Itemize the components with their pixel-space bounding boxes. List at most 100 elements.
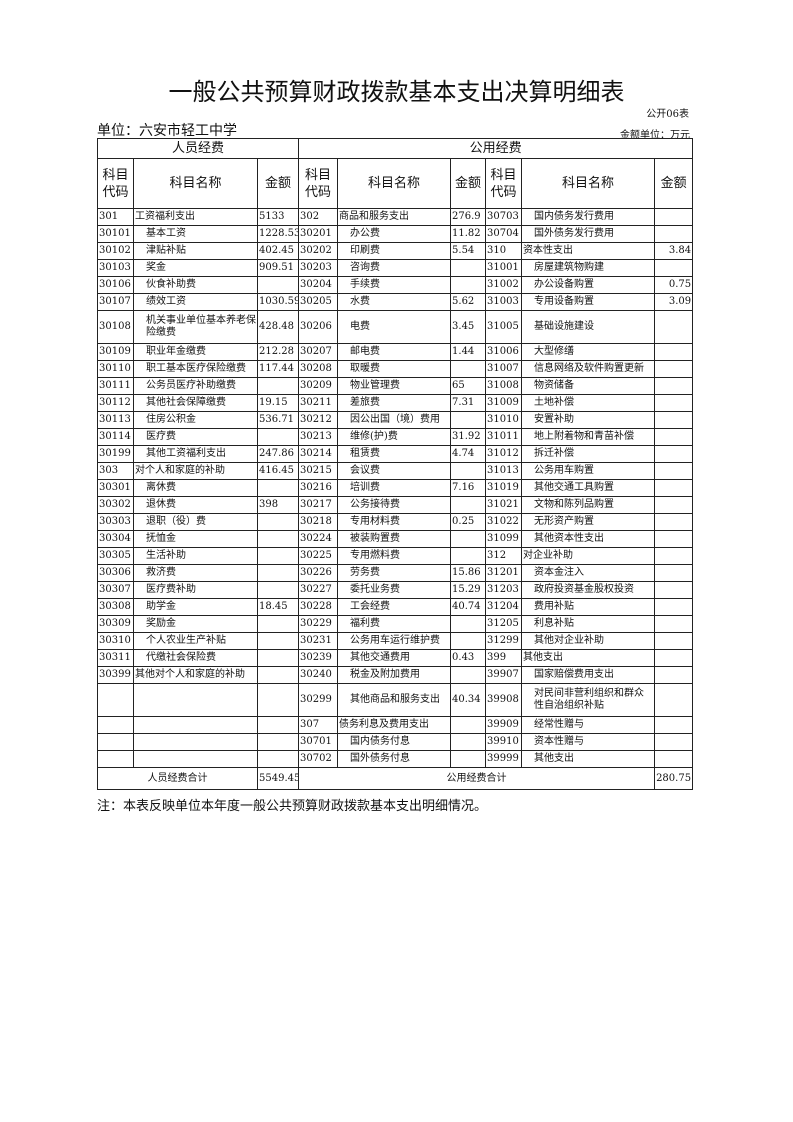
table-row: 30301 离休费 30216 培训费 7.16 31019 其他交通工具购置 bbox=[97, 479, 694, 497]
amount-cell: 3.45 bbox=[450, 310, 487, 344]
code-cell: 31006 bbox=[485, 343, 523, 361]
page-title: 一般公共预算财政拨款基本支出决算明细表 bbox=[168, 78, 625, 106]
name-cell: 对个人和家庭的补助 bbox=[133, 462, 258, 480]
code-cell: 30299 bbox=[298, 683, 339, 717]
amount-cell bbox=[450, 259, 487, 277]
code-cell: 30215 bbox=[298, 462, 339, 480]
name-cell: 救济费 bbox=[133, 564, 258, 582]
name-cell: 费用补贴 bbox=[521, 598, 656, 616]
name-cell: 文物和陈列品购置 bbox=[521, 496, 656, 514]
amount-cell bbox=[654, 259, 694, 277]
code-cell: 30202 bbox=[298, 242, 339, 260]
amount-cell bbox=[256, 733, 300, 751]
table-row: 30113 住房公积金 536.71 30212 因公出国（境）费用 31010 安置补助 bbox=[97, 411, 694, 429]
code-cell: 30703 bbox=[485, 208, 523, 226]
code-cell: 303 bbox=[97, 462, 134, 480]
amount-cell bbox=[256, 750, 300, 768]
table-row: 30307 医疗费补助 30227 委托业务费 15.29 31203 政府投资基金股权投资 bbox=[97, 581, 694, 599]
name-cell: 资本金注入 bbox=[521, 564, 656, 582]
code-cell: 30214 bbox=[298, 445, 339, 463]
name-cell: 其他交通费用 bbox=[337, 649, 452, 667]
name-cell: 被装购置费 bbox=[337, 530, 452, 548]
amount-cell bbox=[256, 530, 300, 548]
code-cell: 30106 bbox=[97, 276, 134, 294]
name-cell: 房屋建筑物购建 bbox=[521, 259, 656, 277]
amount-cell bbox=[256, 547, 300, 565]
code-cell: 30702 bbox=[298, 750, 339, 768]
amount-cell: 15.29 bbox=[450, 581, 487, 599]
amount-cell: 65 bbox=[450, 377, 487, 395]
code-cell: 30217 bbox=[298, 496, 339, 514]
code-cell: 30701 bbox=[298, 733, 339, 751]
amount-cell bbox=[256, 632, 300, 650]
code-cell: 30308 bbox=[97, 598, 134, 616]
code-cell: 30227 bbox=[298, 581, 339, 599]
name-cell: 医疗费补助 bbox=[133, 581, 258, 599]
amount-cell: 276.9 bbox=[450, 208, 487, 226]
table-row: 30299 其他商品和服务支出 40.34 39908 对民间非营利组织和群众性自治组织… bbox=[97, 683, 694, 717]
code-cell: 30208 bbox=[298, 360, 339, 378]
amount-cell: 40.74 bbox=[450, 598, 487, 616]
name-cell: 差旅费 bbox=[337, 394, 452, 412]
name-cell: 津贴补贴 bbox=[133, 242, 258, 260]
code-cell: 31005 bbox=[485, 310, 523, 344]
code-header: 科目代码 bbox=[97, 158, 134, 209]
amount-cell: 1228.53 bbox=[256, 225, 300, 243]
name-cell: 水费 bbox=[337, 293, 452, 311]
name-cell: 其他交通工具购置 bbox=[521, 479, 656, 497]
amount-cell bbox=[450, 632, 487, 650]
name-cell: 公务用车运行维护费 bbox=[337, 632, 452, 650]
name-cell: 手续费 bbox=[337, 276, 452, 294]
code-cell: 30305 bbox=[97, 547, 134, 565]
code-cell: 30206 bbox=[298, 310, 339, 344]
code-cell: 30199 bbox=[97, 445, 134, 463]
name-cell: 医疗费 bbox=[133, 428, 258, 446]
amount-cell bbox=[654, 411, 694, 429]
code-cell: 399 bbox=[485, 649, 523, 667]
name-cell: 基础设施建设 bbox=[521, 310, 656, 344]
amount-cell bbox=[654, 394, 694, 412]
amount-cell bbox=[450, 547, 487, 565]
amount-cell bbox=[450, 276, 487, 294]
name-cell: 代缴社会保险费 bbox=[133, 649, 258, 667]
table-row: 30114 医疗费 30213 维修(护)费 31.92 31011 地上附着物和青苗补偿 bbox=[97, 428, 694, 446]
code-cell: 30302 bbox=[97, 496, 134, 514]
amount-cell bbox=[654, 530, 694, 548]
table-row: 30308 助学金 18.45 30228 工会经费 40.74 31204 费用补贴 bbox=[97, 598, 694, 616]
amount-cell bbox=[654, 750, 694, 768]
code-cell bbox=[97, 683, 134, 717]
code-cell: 30307 bbox=[97, 581, 134, 599]
amount-cell: 5.54 bbox=[450, 242, 487, 260]
name-cell: 债务利息及费用支出 bbox=[337, 716, 452, 734]
amount-cell: 4.74 bbox=[450, 445, 487, 463]
table-row: 30108 机关事业单位基本养老保险缴费 428.48 30206 电费 3.45 3100… bbox=[97, 310, 694, 344]
table-row: 30702 国外债务付息 39999 其他支出 bbox=[97, 750, 694, 768]
name-cell bbox=[133, 716, 258, 734]
code-cell: 310 bbox=[485, 242, 523, 260]
amount-cell bbox=[450, 530, 487, 548]
name-cell: 奖励金 bbox=[133, 615, 258, 633]
amount-cell: 909.51 bbox=[256, 259, 300, 277]
totals-row: 人员经费合计 5549.45 公用经费合计 280.75 bbox=[97, 767, 694, 790]
code-cell bbox=[97, 733, 134, 751]
amount-cell bbox=[256, 666, 300, 684]
table-row: 30305 生活补助 30225 专用燃料费 312 对企业补助 bbox=[97, 547, 694, 565]
code-cell: 30112 bbox=[97, 394, 134, 412]
code-cell: 30225 bbox=[298, 547, 339, 565]
table-row: 30111 公务员医疗补助缴费 30209 物业管理费 65 31008 物资储备 bbox=[97, 377, 694, 395]
code-cell: 30229 bbox=[298, 615, 339, 633]
money-unit: 金额单位：万元 bbox=[620, 130, 690, 141]
name-cell: 培训费 bbox=[337, 479, 452, 497]
name-cell: 公务接待费 bbox=[337, 496, 452, 514]
name-cell: 劳务费 bbox=[337, 564, 452, 582]
amount-cell: 5.62 bbox=[450, 293, 487, 311]
code-cell: 31010 bbox=[485, 411, 523, 429]
table-row: 30309 奖励金 30229 福利费 31205 利息补贴 bbox=[97, 615, 694, 633]
amount-cell bbox=[654, 343, 694, 361]
code-cell: 30226 bbox=[298, 564, 339, 582]
code-cell: 302 bbox=[298, 208, 339, 226]
code-cell: 31299 bbox=[485, 632, 523, 650]
code-cell: 31011 bbox=[485, 428, 523, 446]
name-cell: 税金及附加费用 bbox=[337, 666, 452, 684]
name-cell: 基本工资 bbox=[133, 225, 258, 243]
